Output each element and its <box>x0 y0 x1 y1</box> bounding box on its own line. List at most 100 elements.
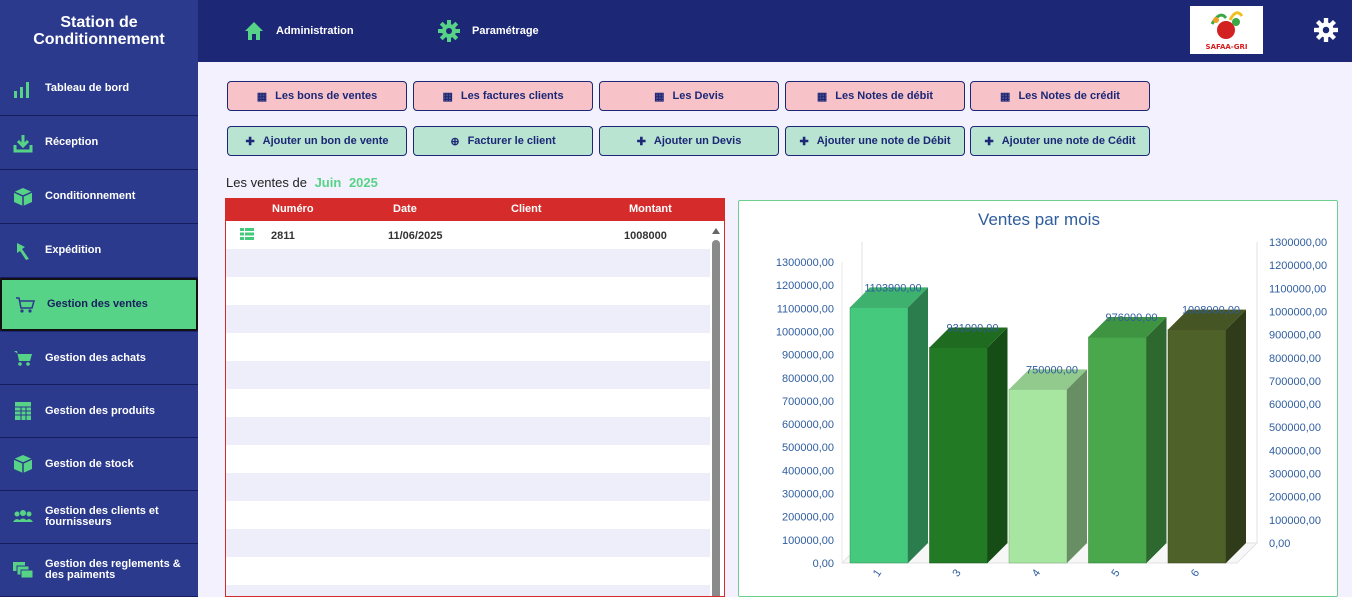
btn-facturer-client[interactable]: ⊕ Facturer le client <box>413 126 593 156</box>
scroll-up-icon[interactable] <box>712 228 720 234</box>
bar-side <box>987 327 1008 563</box>
btn-ajouter-note-debit[interactable]: ✚ Ajouter une note de Débit <box>785 126 965 156</box>
grid-icon[interactable] <box>240 228 254 243</box>
btn-bons-de-ventes[interactable]: ▦ Les bons de ventes <box>227 81 407 111</box>
bar-side <box>1226 309 1246 563</box>
sidebar-item-gestion-de-stock[interactable]: Gestion de stock <box>0 438 198 491</box>
bar-front <box>1167 329 1227 564</box>
sales-month[interactable]: Juin <box>314 175 342 190</box>
nav-parametrage-label: Paramétrage <box>472 25 539 37</box>
arrow-icon <box>12 240 34 262</box>
sidebar-item-gestion-des-clients[interactable]: Gestion des clients et fournisseurs <box>0 491 198 544</box>
money-icon <box>12 559 34 581</box>
sidebar-item-label: Gestion des reglements & des paiments <box>45 558 181 581</box>
sidebar-item-gestion-des-achats[interactable]: Gestion des achats <box>0 332 198 385</box>
plus-icon: ✚ <box>799 135 809 148</box>
top-bar: Station de Conditionnement Administratio… <box>0 0 1352 62</box>
sidebar: Tableau de bord Réception Conditionnemen… <box>0 62 198 597</box>
nav-parametrage[interactable]: Paramétrage <box>438 0 539 62</box>
sidebar-item-conditionnement[interactable]: Conditionnement <box>0 170 198 224</box>
btn-label: Les Notes de débit <box>835 90 934 102</box>
y-left-tick-label: 300000,00 <box>782 489 834 501</box>
x-tick-label: 3 <box>950 567 963 579</box>
bar-top <box>1088 317 1167 338</box>
btn-label: Ajouter un bon de vente <box>262 135 389 147</box>
bar-top <box>850 287 928 308</box>
app-title-line1: Station de <box>60 14 138 31</box>
col-numero[interactable]: Numéro <box>272 203 314 215</box>
y-right-tick-label: 900000,00 <box>1269 330 1321 342</box>
sidebar-item-label: Expédition <box>45 244 102 256</box>
bar-value-label: 976000,00 <box>1106 312 1158 324</box>
btn-label: Ajouter une note de Débit <box>816 135 951 147</box>
bar-side <box>1067 369 1087 563</box>
bar-top <box>1168 309 1246 330</box>
y-left-tick-label: 600000,00 <box>782 419 834 431</box>
y-right-tick-label: 300000,00 <box>1269 469 1321 481</box>
users-icon <box>12 506 34 528</box>
download-icon <box>12 132 34 154</box>
btn-notes-de-debit[interactable]: ▦ Les Notes de débit <box>785 81 965 111</box>
sidebar-item-gestion-des-reglements[interactable]: Gestion des reglements & des paiments <box>0 544 198 597</box>
btn-ajouter-devis[interactable]: ✚ Ajouter un Devis <box>599 126 779 156</box>
calculator-icon: ▦ <box>256 90 268 103</box>
col-client[interactable]: Client <box>511 203 542 215</box>
btn-label: Les Notes de crédit <box>1018 90 1120 102</box>
btn-ajouter-note-credit[interactable]: ✚ Ajouter une note de Cédit <box>970 126 1150 156</box>
table-row-empty <box>226 585 710 596</box>
btn-label: Les Devis <box>672 90 724 102</box>
col-date[interactable]: Date <box>393 203 417 215</box>
table-scrollbar[interactable] <box>711 223 721 596</box>
y-left-tick-label: 1100000,00 <box>777 303 834 315</box>
y-right-tick-label: 100000,00 <box>1269 515 1321 527</box>
plus-icon: ✚ <box>245 135 255 148</box>
bar-chart-icon <box>12 78 34 100</box>
btn-label: Ajouter une note de Cédit <box>1001 135 1136 147</box>
plus-icon: ✚ <box>984 135 994 148</box>
bar-value-label: 931000,00 <box>947 322 999 334</box>
sidebar-item-gestion-des-produits[interactable]: Gestion des produits <box>0 385 198 438</box>
btn-notes-de-credit[interactable]: ▦ Les Notes de crédit <box>970 81 1150 111</box>
scroll-thumb[interactable] <box>712 240 720 596</box>
bar-front <box>1088 336 1147 564</box>
plus-circle-icon: ⊕ <box>450 135 460 148</box>
sidebar-item-gestion-des-ventes[interactable]: Gestion des ventes <box>0 278 198 331</box>
sidebar-item-reception[interactable]: Réception <box>0 116 198 170</box>
btn-factures-clients[interactable]: ▦ Les factures clients <box>413 81 593 111</box>
calculator-icon: ▦ <box>816 90 828 103</box>
bar-front <box>849 307 909 564</box>
sales-year[interactable]: 2025 <box>348 175 378 190</box>
nav-administration[interactable]: Administration <box>244 0 354 62</box>
y-left-tick-label: 1000000,00 <box>776 326 834 338</box>
y-left-tick-label: 800000,00 <box>782 373 834 385</box>
col-montant[interactable]: Montant <box>629 203 672 215</box>
company-logo: SAFAA-GRI <box>1190 6 1263 54</box>
y-left-tick-label: 100000,00 <box>782 535 834 547</box>
table-row-empty <box>226 277 710 305</box>
btn-devis[interactable]: ▦ Les Devis <box>599 81 779 111</box>
sales-period-title: Les ventes de Juin 2025 <box>226 175 378 190</box>
y-left-tick-label: 500000,00 <box>782 442 834 454</box>
y-right-tick-label: 500000,00 <box>1269 422 1321 434</box>
cell-date: 11/06/2025 <box>388 230 443 242</box>
table-rows: 2811 11/06/2025 1008000 <box>226 221 710 596</box>
sales-prefix: Les ventes de <box>226 175 307 190</box>
chart-title: Ventes par mois <box>978 210 1100 229</box>
sidebar-item-expedition[interactable]: Expédition <box>0 224 198 278</box>
app-title: Station de Conditionnement <box>0 0 198 62</box>
sales-chart-panel: Ventes par mois 0,00 100000,00 200000,00 30… <box>738 200 1338 597</box>
box-icon <box>12 186 34 208</box>
bar-side <box>1146 317 1167 563</box>
nav-administration-label: Administration <box>276 25 354 37</box>
settings-gear-icon[interactable] <box>1314 18 1338 42</box>
bar-front <box>1008 389 1068 564</box>
table-row-empty <box>226 445 710 473</box>
plus-icon: ✚ <box>636 135 646 148</box>
cart-icon <box>14 294 36 316</box>
table-row[interactable]: 2811 11/06/2025 1008000 <box>226 221 710 249</box>
table-header: Numéro Date Client Montant <box>226 199 724 221</box>
sidebar-item-label: Gestion des produits <box>45 404 156 417</box>
sidebar-item-tableau-de-bord[interactable]: Tableau de bord <box>0 62 198 116</box>
btn-label: Facturer le client <box>467 135 556 147</box>
btn-ajouter-bon-de-vente[interactable]: ✚ Ajouter un bon de vente <box>227 126 407 156</box>
